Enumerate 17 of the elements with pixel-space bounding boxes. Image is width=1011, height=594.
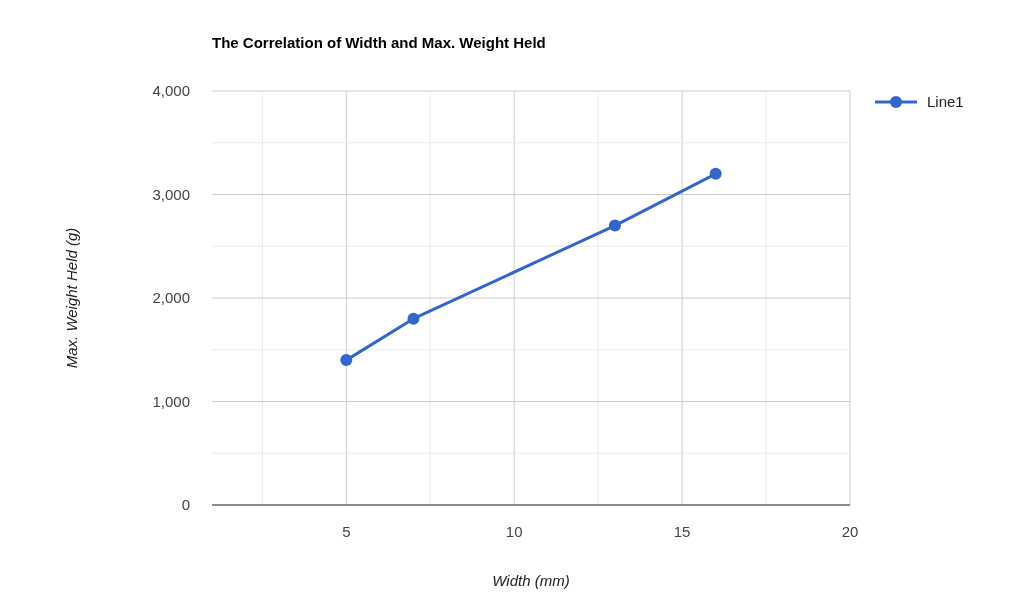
chart-title: The Correlation of Width and Max. Weight Held xyxy=(212,34,546,51)
y-tick-label: 4,000 xyxy=(152,82,190,99)
x-tick-label: 15 xyxy=(673,523,691,540)
x-tick-label: 10 xyxy=(505,523,523,540)
y-tick-label: 0 xyxy=(181,496,190,513)
x-axis-title: Width (mm) xyxy=(492,572,570,589)
y-axis-title: Max. Weight Held (g) xyxy=(63,227,80,369)
x-tick-label: 5 xyxy=(342,523,351,540)
legend-label: Line1 xyxy=(927,93,964,110)
point xyxy=(709,167,722,180)
y-tick-label: 1,000 xyxy=(152,392,190,410)
x-tick-label: 20 xyxy=(841,523,859,540)
point xyxy=(407,312,420,325)
y-tick-label: 3,000 xyxy=(152,185,190,203)
point xyxy=(608,219,621,232)
y-tick-label: 2,000 xyxy=(152,289,190,306)
point xyxy=(340,354,353,367)
